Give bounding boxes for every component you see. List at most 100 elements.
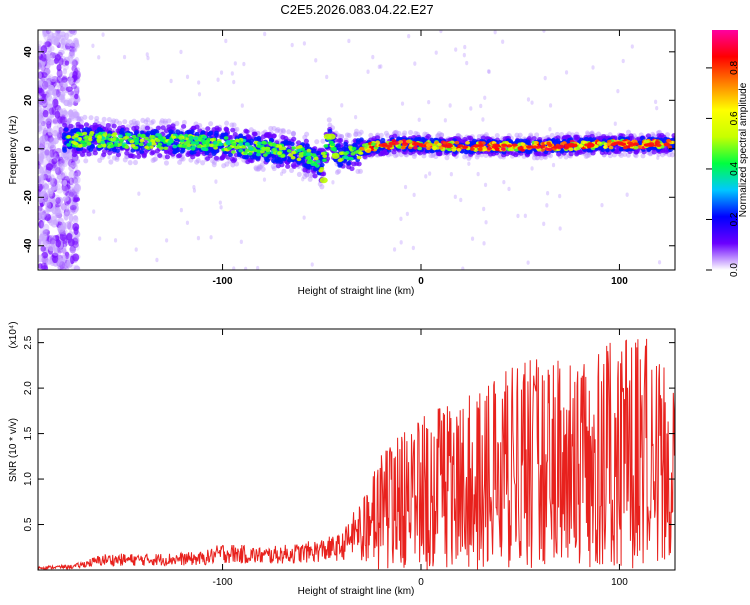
noise-mark: [67, 99, 73, 105]
band-mark: [659, 132, 665, 138]
band-core-mark: [238, 148, 244, 153]
band-mark: [633, 149, 639, 155]
noise-mark: [38, 184, 45, 190]
noise-mark: [38, 125, 41, 133]
band-core-mark: [337, 158, 343, 163]
band-mark: [184, 130, 190, 135]
band-core-mark: [302, 152, 308, 157]
band-mark: [122, 119, 128, 125]
noise-mark: [523, 213, 527, 219]
noise-mark: [407, 34, 411, 39]
band-core-mark: [109, 144, 115, 148]
colorbar-label: Normalized spectral amplitude: [738, 82, 749, 217]
noise-mark: [73, 179, 79, 186]
band-mark: [152, 128, 158, 134]
noise-mark: [290, 42, 294, 48]
band-mark: [435, 132, 441, 139]
band-mark: [208, 121, 214, 127]
band-mark: [265, 158, 271, 163]
noise-mark: [43, 70, 50, 77]
noise-mark: [58, 258, 66, 265]
band-core-mark: [171, 135, 177, 140]
band-core-mark: [151, 142, 157, 146]
noise-mark: [73, 265, 81, 270]
noise-mark: [392, 247, 397, 252]
noise-mark: [43, 262, 48, 270]
band-mark: [230, 162, 236, 168]
band-mark: [319, 184, 325, 190]
band-mark: [101, 116, 107, 122]
colorbar-tick-label: 0.6: [729, 111, 740, 125]
noise-mark: [67, 210, 75, 216]
noise-mark: [69, 204, 77, 211]
band-mark: [284, 140, 290, 146]
band-core-mark: [348, 145, 353, 150]
band-mark: [291, 131, 297, 137]
hotspot-mark: [588, 143, 595, 147]
noise-mark: [145, 52, 149, 57]
noise-mark: [62, 179, 68, 187]
band-mark: [302, 134, 308, 140]
noise-mark: [467, 161, 471, 167]
band-core-mark: [391, 139, 397, 143]
noise-mark: [41, 229, 48, 236]
band-mark: [157, 153, 163, 158]
band-mark: [181, 119, 187, 126]
band-mark: [200, 130, 206, 135]
noise-mark: [262, 177, 267, 182]
noise-mark: [52, 125, 60, 134]
noise-mark: [196, 235, 201, 241]
band-core-mark: [578, 144, 584, 148]
noise-mark: [530, 166, 534, 171]
noise-mark: [74, 56, 80, 66]
noise-mark: [73, 164, 79, 170]
noise-mark: [59, 116, 66, 124]
noise-mark: [340, 103, 344, 108]
band-mark: [248, 127, 254, 133]
noise-mark: [61, 79, 68, 89]
band-mark: [344, 132, 350, 138]
band-mark: [214, 130, 219, 135]
noise-mark: [192, 188, 197, 193]
noise-mark: [43, 223, 50, 233]
band-mark: [513, 152, 519, 158]
band-mark: [319, 162, 325, 168]
noise-mark: [43, 41, 51, 49]
band-core-mark: [167, 140, 173, 144]
noise-mark: [58, 49, 65, 56]
band-mark: [127, 153, 133, 159]
noise-mark: [424, 174, 428, 179]
noise-mark: [54, 30, 62, 35]
band-mark: [170, 130, 175, 135]
noise-mark: [49, 45, 55, 52]
noise-mark: [302, 41, 306, 46]
band-mark: [584, 130, 590, 136]
band-mark: [210, 158, 216, 164]
hotspot-mark: [654, 140, 661, 145]
noise-mark: [68, 109, 74, 118]
noise-mark: [46, 120, 52, 130]
band-core-mark: [231, 150, 236, 154]
hotspot-mark: [411, 142, 418, 146]
band-mark: [304, 131, 310, 137]
band-mark: [92, 150, 98, 156]
band-core-mark: [200, 138, 206, 143]
band-mark: [175, 129, 181, 134]
noise-mark: [38, 80, 43, 89]
noise-mark: [61, 75, 68, 83]
noise-mark: [92, 209, 96, 214]
band-mark: [135, 120, 141, 126]
noise-mark: [51, 32, 57, 39]
noise-mark: [507, 186, 511, 192]
band-core-mark: [288, 153, 294, 157]
noise-mark: [331, 180, 335, 185]
band-core-mark: [194, 141, 200, 145]
noise-mark: [38, 153, 45, 162]
band-core-mark: [144, 145, 150, 150]
noise-mark: [71, 41, 77, 47]
band-mark: [319, 147, 325, 153]
noise-mark: [484, 220, 488, 225]
colorbar-gradient: [712, 30, 738, 270]
band-core-mark: [261, 146, 266, 151]
